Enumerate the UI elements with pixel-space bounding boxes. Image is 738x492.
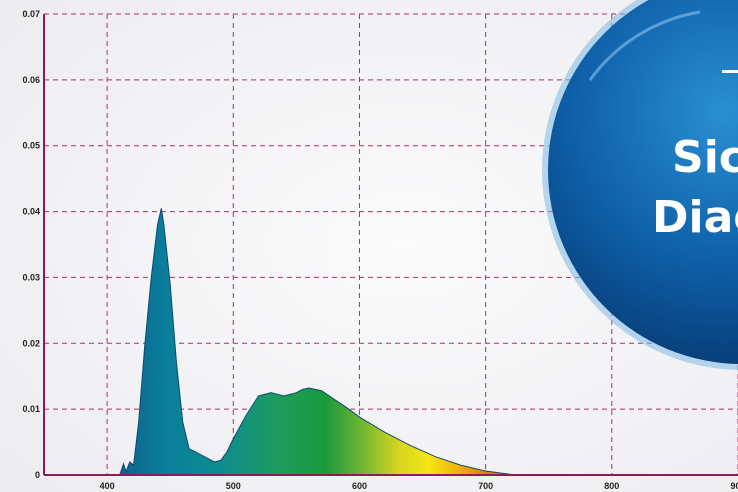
- y-tick-label: 0.04: [22, 207, 40, 217]
- y-tick-label: 0.02: [22, 338, 40, 348]
- tick-labels: 400 500 600 700 800 900 0 0.01 0.02 0.03 0.04 0.05 0…: [22, 9, 738, 491]
- x-tick-label: 600: [352, 481, 367, 491]
- x-tick-label: 500: [226, 481, 241, 491]
- x-tick-label: 800: [604, 481, 619, 491]
- y-tick-label: 0: [35, 470, 40, 480]
- badge-line1: Sic: [672, 132, 738, 183]
- x-tick-label: 400: [100, 481, 115, 491]
- y-tick-label: 0.06: [22, 75, 40, 85]
- x-tick-label: 700: [478, 481, 493, 491]
- x-tick-label: 900: [730, 481, 738, 491]
- y-tick-label: 0.05: [22, 141, 40, 151]
- y-tick-label: 0.01: [22, 404, 40, 414]
- y-tick-label: 0.03: [22, 272, 40, 282]
- axes: [43, 14, 738, 476]
- y-tick-label: 0.07: [22, 9, 40, 19]
- badge-rule: [722, 70, 738, 73]
- spectrum-area: [119, 208, 518, 476]
- badge-line2: Diag: [652, 192, 738, 243]
- badge: Sic Diag: [542, 0, 738, 370]
